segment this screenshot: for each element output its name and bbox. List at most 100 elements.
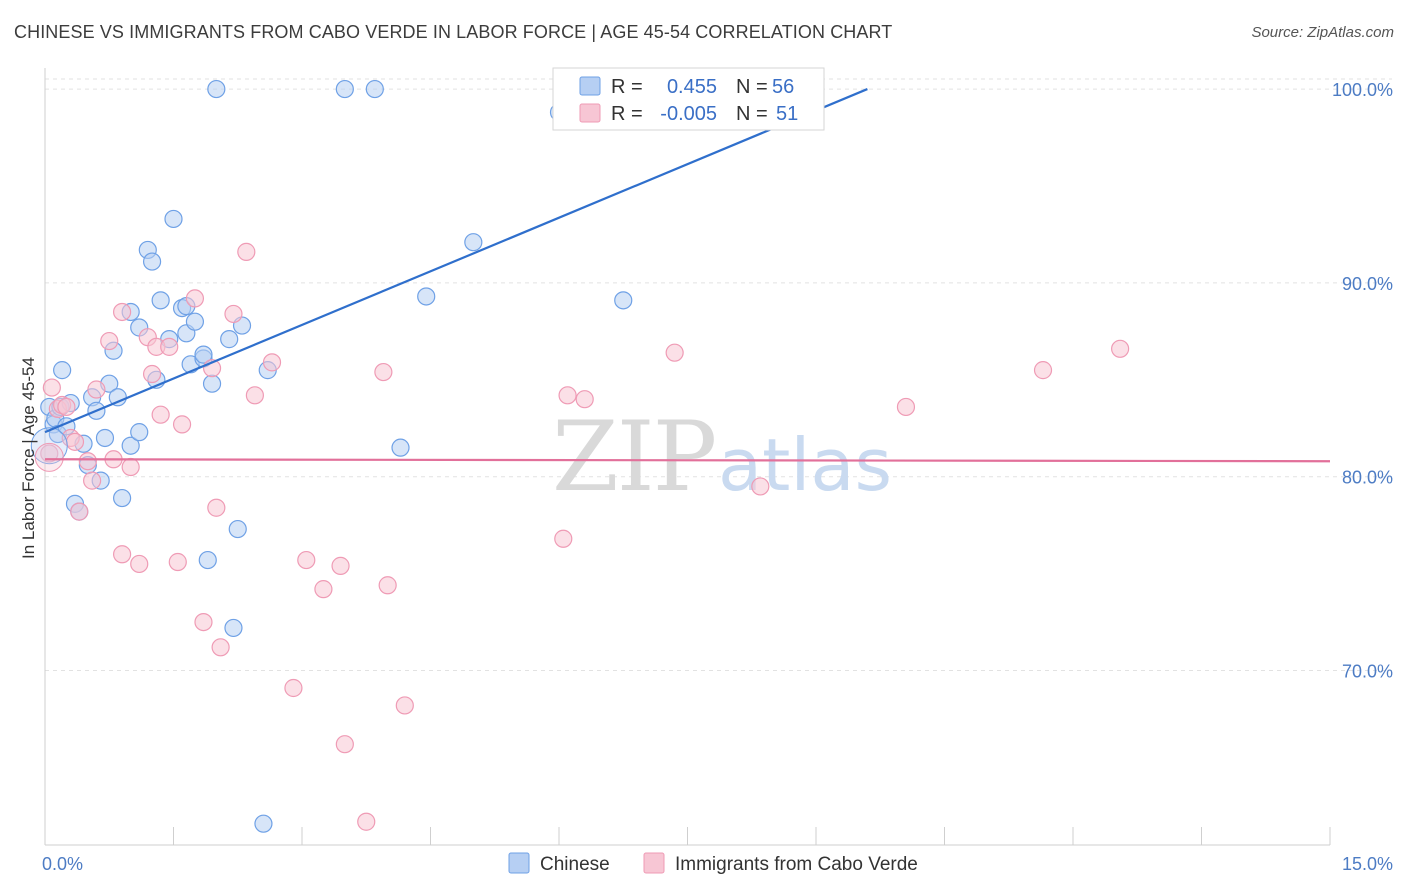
data-point xyxy=(65,432,85,451)
data-point xyxy=(245,386,264,405)
trend-lines xyxy=(44,88,1331,463)
data-point xyxy=(194,345,213,364)
data-point xyxy=(575,390,594,409)
data-point xyxy=(417,287,436,306)
data-point xyxy=(95,428,115,448)
tick-labels: 70.0% 80.0% 90.0% 100.0% 0.0% 15.0% xyxy=(42,80,1393,874)
data-point xyxy=(554,529,573,548)
legend-r-label-cabo-verde: R = xyxy=(611,103,643,125)
data-point xyxy=(185,289,205,308)
data-point xyxy=(314,580,333,599)
legend-n-label-cabo-verde: N = xyxy=(736,103,768,125)
data-point-cluster xyxy=(34,442,64,472)
data-point xyxy=(164,209,183,229)
watermark-zip: ZIP xyxy=(552,401,715,513)
data-point xyxy=(224,618,243,638)
data-point xyxy=(211,638,230,657)
data-point xyxy=(254,814,273,833)
legend-n-value-chinese: 56 xyxy=(772,76,794,98)
data-point xyxy=(194,612,213,632)
series-legend-label-chinese: Chinese xyxy=(540,854,610,875)
data-point xyxy=(1111,339,1130,358)
legend-r-value-chinese: 0.455 xyxy=(667,76,717,98)
x-tick-label-min: 0.0% xyxy=(42,854,83,874)
chart-title: CHINESE VS IMMIGRANTS FROM CABO VERDE IN… xyxy=(14,22,893,42)
data-point xyxy=(207,79,226,99)
series-legend: Chinese Immigrants from Cabo Verde xyxy=(508,852,918,875)
legend-swatch-chinese xyxy=(579,76,601,96)
data-point xyxy=(121,436,140,455)
data-point xyxy=(42,378,61,397)
gridlines xyxy=(45,78,1392,672)
data-point xyxy=(374,362,393,382)
watermark-atlas: atlas xyxy=(718,423,892,507)
y-tick-label: 90.0% xyxy=(1342,274,1393,294)
data-point xyxy=(112,545,132,564)
data-point xyxy=(121,457,140,477)
data-point xyxy=(83,471,102,490)
legend-n-value-cabo-verde: 51 xyxy=(776,103,798,125)
data-point xyxy=(168,552,187,572)
data-point xyxy=(395,696,414,715)
correlation-legend: R = 0.455 N = 56 R = -0.005 N = 51 xyxy=(552,67,825,131)
data-point xyxy=(142,252,162,271)
data-point xyxy=(207,498,226,517)
data-point xyxy=(130,423,149,442)
legend-r-value-cabo-verde: -0.005 xyxy=(660,103,717,125)
data-point xyxy=(87,380,106,399)
data-point xyxy=(112,488,132,508)
data-point xyxy=(896,397,916,417)
data-point xyxy=(151,405,170,424)
data-points xyxy=(30,79,1130,833)
data-point xyxy=(335,735,354,754)
data-point xyxy=(284,678,303,698)
data-point xyxy=(151,291,170,310)
data-point xyxy=(335,79,354,99)
data-point xyxy=(172,415,192,434)
y-tick-label: 80.0% xyxy=(1342,468,1393,488)
data-point xyxy=(78,452,97,471)
trend-line-cabo-verde xyxy=(44,458,1331,463)
data-point xyxy=(297,550,316,570)
data-point xyxy=(751,477,770,496)
data-point xyxy=(160,337,179,356)
data-point xyxy=(185,312,205,331)
data-point xyxy=(665,343,684,362)
legend-n-label-chinese: N = xyxy=(736,76,768,98)
trend-line-chinese xyxy=(44,88,868,434)
data-point xyxy=(614,291,633,310)
series-legend-label-cabo-verde: Immigrants from Cabo Verde xyxy=(675,854,918,875)
data-point xyxy=(558,386,577,405)
data-point xyxy=(331,556,350,575)
chart-source: Source: ZipAtlas.com xyxy=(1251,24,1394,41)
data-point xyxy=(228,519,247,539)
series-points-cabo-verde xyxy=(40,242,1130,831)
data-point xyxy=(262,353,282,372)
data-point xyxy=(237,242,256,261)
data-point xyxy=(40,444,59,463)
data-point xyxy=(100,331,119,351)
data-point xyxy=(464,233,483,252)
y-axis-title: In Labor Force | Age 45-54 xyxy=(19,357,38,559)
data-point xyxy=(130,554,149,574)
data-point xyxy=(224,304,243,324)
legend-swatch-cabo-verde xyxy=(579,103,601,123)
data-point xyxy=(357,812,376,831)
data-point xyxy=(70,502,89,521)
series-legend-swatch-chinese xyxy=(508,852,530,874)
y-tick-label: 100.0% xyxy=(1332,80,1393,100)
watermark: ZIP atlas xyxy=(552,401,892,513)
data-point xyxy=(391,438,410,457)
data-point-cluster xyxy=(30,427,68,465)
data-point xyxy=(53,361,72,380)
data-point xyxy=(378,576,397,595)
series-legend-swatch-cabo-verde xyxy=(643,852,665,874)
data-point xyxy=(1033,361,1053,380)
legend-r-label-chinese: R = xyxy=(611,76,643,98)
x-tick-label-max: 15.0% xyxy=(1342,854,1393,874)
data-point xyxy=(202,374,222,393)
data-point xyxy=(112,302,132,322)
data-point xyxy=(220,330,239,349)
y-tick-label: 70.0% xyxy=(1342,662,1393,682)
